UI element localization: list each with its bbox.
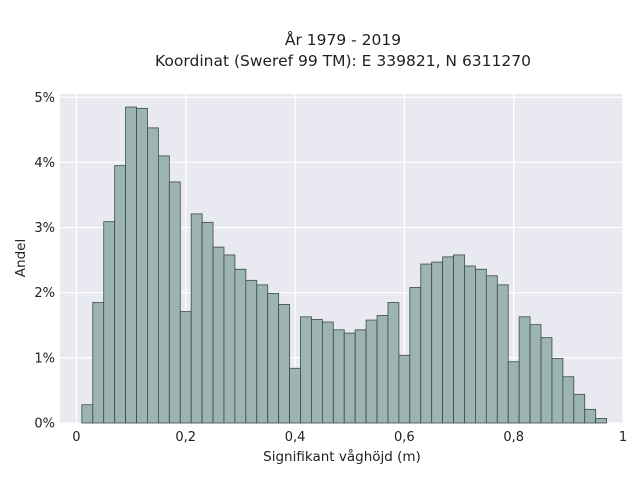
y-tick-label: 4%: [34, 156, 55, 171]
histogram-bar: [201, 221, 214, 424]
histogram-bar: [332, 329, 345, 424]
histogram-bar: [147, 127, 159, 424]
histogram-bar: [573, 393, 586, 424]
histogram-bar: [256, 284, 269, 424]
x-tick-label: 1: [619, 430, 627, 445]
histogram-bar: [311, 319, 323, 424]
histogram-bar: [168, 181, 181, 424]
chart-title-line-1: År 1979 - 2019: [285, 30, 401, 49]
histogram-bar: [267, 292, 280, 424]
histogram-bar: [81, 404, 94, 424]
histogram-bar: [518, 316, 531, 424]
y-tick-label: 2%: [34, 286, 55, 301]
x-tick-label: 0,6: [394, 430, 415, 445]
histogram-bar: [507, 361, 520, 424]
histogram-bar: [376, 315, 389, 424]
histogram-bar: [562, 376, 575, 424]
y-tick-label: 3%: [34, 221, 55, 236]
x-tick-label: 0,8: [503, 430, 524, 445]
histogram-bar: [529, 324, 542, 424]
histogram-bar: [354, 329, 367, 424]
y-tick-label: 5%: [34, 91, 55, 106]
histogram-bar: [431, 261, 444, 424]
histogram-bar: [92, 302, 105, 424]
x-tick-label: 0: [72, 430, 80, 445]
histogram-bar: [551, 358, 564, 424]
histogram-bar: [223, 254, 236, 424]
histogram-bar: [289, 367, 301, 424]
histogram-bar: [179, 311, 192, 424]
histogram-bar: [398, 354, 411, 424]
histogram-bar: [453, 254, 465, 424]
histogram-bar: [278, 304, 290, 424]
histogram-bar: [190, 213, 203, 424]
y-tick-label: 0%: [34, 417, 55, 432]
histogram-bar: [157, 155, 170, 424]
histogram-bar: [245, 279, 258, 424]
x-tick-label: 0,4: [285, 430, 306, 445]
histogram-bar: [136, 107, 148, 424]
x-axis-ticks: 0 0,2 0,4 0,6 0,8 1: [72, 430, 627, 445]
histogram-bar: [234, 268, 247, 424]
x-tick-label: 0,2: [175, 430, 196, 445]
histogram-bar: [485, 275, 498, 424]
histogram-bar: [114, 165, 126, 424]
histogram-bar: [420, 263, 433, 424]
histogram-bar: [365, 319, 378, 424]
histogram-bar: [475, 268, 487, 424]
histogram-bar: [496, 284, 509, 424]
histogram-bar: [540, 337, 553, 424]
histogram-bar: [584, 408, 597, 424]
y-axis-ticks: 0% 1% 2% 3% 4% 5%: [34, 91, 55, 432]
histogram-bar: [464, 265, 476, 424]
chart-title-line-2: Koordinat (Sweref 99 TM): E 339821, N 63…: [155, 52, 531, 70]
y-tick-label: 1%: [34, 351, 55, 366]
x-axis-title: Signifikant våghöjd (m): [263, 448, 421, 465]
histogram-bars: [81, 106, 608, 424]
histogram-bar: [387, 302, 400, 424]
histogram-bar: [125, 106, 137, 424]
histogram-bar: [300, 316, 312, 424]
histogram-bar: [442, 256, 454, 424]
histogram-bar: [103, 221, 116, 424]
histogram-bar: [321, 321, 334, 424]
histogram-bar: [212, 246, 225, 424]
histogram-bar: [595, 418, 608, 424]
histogram-bar: [343, 332, 356, 424]
y-axis-title: Andel: [13, 239, 29, 277]
histogram-bar: [409, 287, 422, 424]
